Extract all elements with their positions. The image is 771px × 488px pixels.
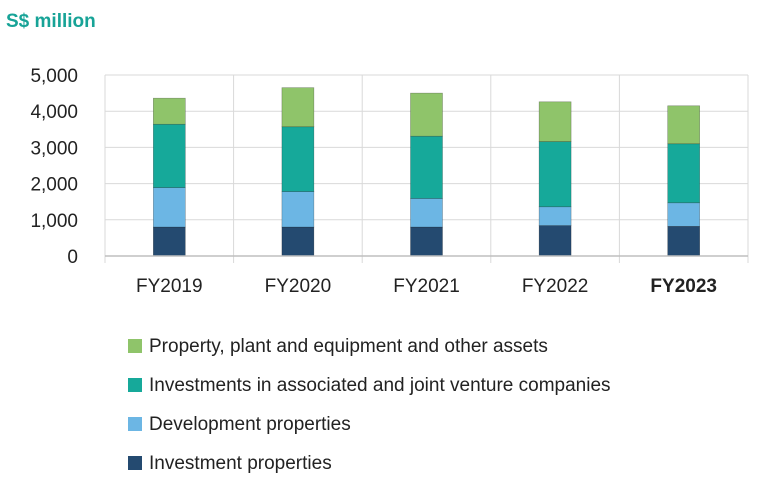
bar-segment [153, 187, 186, 228]
bar-segment [281, 87, 315, 128]
legend-label: Property, plant and equipment and other … [149, 336, 548, 357]
bars [153, 87, 701, 257]
legend-item: Investments in associated and joint vent… [128, 375, 611, 396]
bar-segment [281, 126, 315, 192]
bar-segment [538, 206, 572, 226]
y-tick-label: 3,000 [30, 138, 78, 159]
bar-segment [538, 225, 572, 257]
legend-swatch [128, 339, 142, 353]
bar-segment [410, 198, 443, 228]
bar-stack-fy2021 [410, 92, 443, 257]
legend-swatch [128, 378, 142, 392]
bar-segment [410, 226, 443, 257]
bar-segment [667, 105, 701, 145]
bar-segment [538, 141, 572, 208]
x-tick-label: FY2019 [136, 276, 203, 297]
y-tick-label: 2,000 [30, 175, 78, 196]
bar-stack-fy2020 [281, 87, 315, 257]
bar-stack-fy2019 [153, 97, 186, 257]
bar-segment [538, 101, 572, 142]
y-tick-label: 0 [67, 247, 78, 268]
x-tick-label: FY2020 [265, 276, 332, 297]
legend-item: Investment properties [128, 453, 332, 474]
bar-segment [153, 123, 186, 188]
legend-label: Investments in associated and joint vent… [149, 375, 611, 396]
legend: Property, plant and equipment and other … [128, 336, 611, 474]
legend-label: Development properties [149, 414, 351, 435]
legend-item: Property, plant and equipment and other … [128, 336, 548, 357]
bar-stack-fy2022 [538, 101, 572, 257]
bar-segment [153, 226, 186, 257]
bar-segment [281, 226, 315, 257]
y-tick-label: 4,000 [30, 102, 78, 123]
bar-segment [667, 202, 701, 227]
bar-segment [281, 191, 315, 228]
bar-segment [667, 226, 701, 257]
y-axis: 0 1,000 2,000 3,000 4,000 5,000 [30, 66, 78, 268]
legend-swatch [128, 456, 142, 470]
x-axis: FY2019 FY2020 FY2021 FY2022 FY2023 [105, 255, 748, 297]
bar-segment [153, 97, 186, 125]
bar-segment [410, 135, 443, 199]
legend-item: Development properties [128, 414, 351, 435]
y-tick-label: 1,000 [30, 211, 78, 232]
unit-label: S$ million [6, 11, 96, 32]
legend-label: Investment properties [149, 453, 332, 474]
legend-swatch [128, 417, 142, 431]
x-tick-label: FY2022 [522, 276, 589, 297]
bar-segment [667, 143, 701, 204]
bar-stack-fy2023 [667, 105, 701, 257]
x-tick-label: FY2021 [393, 276, 460, 297]
x-tick-label: FY2023 [650, 276, 717, 297]
bar-segment [410, 92, 443, 137]
y-tick-label: 5,000 [30, 66, 78, 87]
